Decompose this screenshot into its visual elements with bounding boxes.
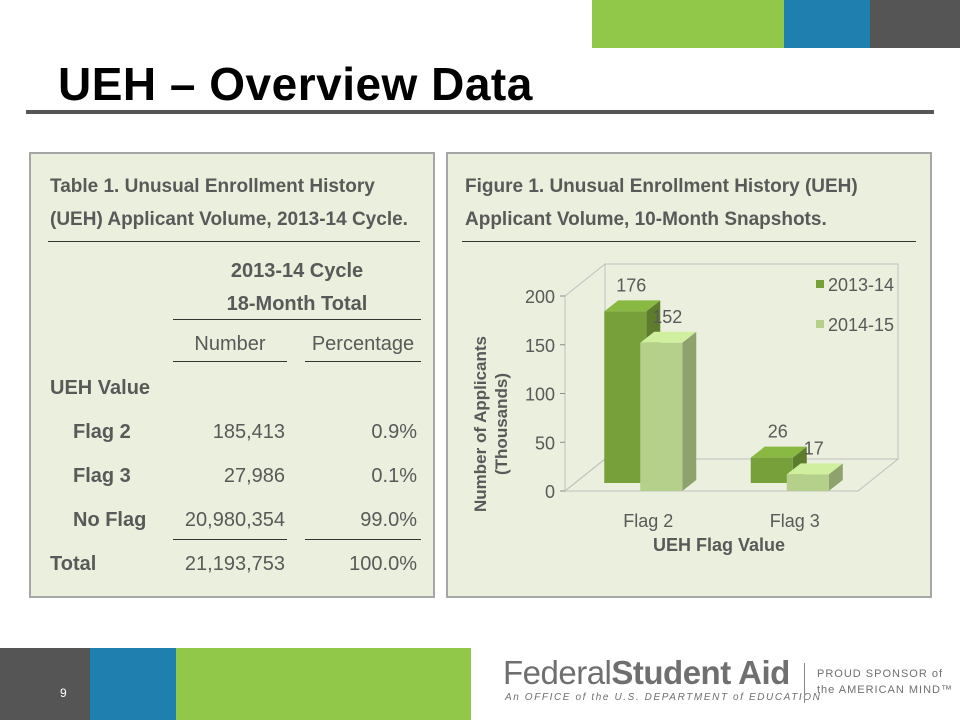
- bar-top: [604, 300, 661, 312]
- chart-floor: [563, 458, 900, 492]
- table-caption-line1: Table 1. Unusual Enrollment History: [50, 176, 375, 197]
- footer-blue-block: [90, 648, 176, 720]
- legend-swatch: [816, 320, 824, 328]
- figure-caption-line1: Figure 1. Unusual Enrollment History (UE…: [465, 176, 858, 197]
- sponsor-line1: PROUD SPONSOR of: [817, 668, 944, 680]
- x-axis-label: UEH Flag Value: [653, 535, 785, 555]
- bar-chart-3d: 0 50 100 150 200 176 152 Flag 2 26 17 Flag 3 2013…: [471, 262, 900, 555]
- y-tick-label: 100: [525, 385, 555, 405]
- title-divider: [26, 110, 934, 114]
- data-label: 176: [616, 275, 646, 295]
- column-header-number: Number: [194, 333, 266, 355]
- footer-gray-block: [0, 648, 90, 720]
- row-label: Flag 2: [73, 421, 131, 443]
- slide-title: UEH – Overview Data: [58, 58, 533, 110]
- group-header-line2: 18-Month Total: [226, 293, 368, 315]
- figure-panel: Figure 1. Unusual Enrollment History (UE…: [446, 152, 932, 598]
- x-tick-label: Flag 3: [770, 511, 820, 531]
- bar-side: [828, 463, 843, 491]
- row-percentage: 0.9%: [371, 421, 417, 443]
- top-green-block: [592, 0, 784, 48]
- y-axis-label-line1: Number of Applicants: [471, 336, 490, 512]
- page-number: 9: [60, 686, 67, 700]
- data-label: 152: [652, 307, 682, 327]
- group-header-rule: [173, 319, 421, 320]
- top-gray-block: [870, 0, 960, 48]
- data-label: 17: [804, 438, 824, 458]
- row-number: 185,413: [212, 421, 285, 443]
- y-tick-label: 0: [545, 482, 555, 502]
- chart-side-wall: [564, 262, 606, 493]
- sponsor-line2: the AMERICAN MIND™: [817, 684, 953, 696]
- bar-side: [682, 331, 697, 491]
- bar-top: [750, 446, 807, 458]
- brand-logo: FederalStudent Aid: [503, 655, 790, 691]
- figure-caption-line2: Applicant Volume, 10-Month Snapshots.: [465, 209, 827, 230]
- percentage-header-rule: [305, 361, 421, 362]
- group-header-line1: 2013-14 Cycle: [230, 260, 364, 282]
- y-tick-label: 50: [535, 433, 555, 453]
- legend-label: 2014-15: [828, 315, 894, 335]
- row-label: Flag 3: [73, 465, 131, 487]
- number-header-rule: [173, 361, 287, 362]
- section-label: UEH Value: [50, 377, 151, 399]
- row-percentage: 0.1%: [371, 465, 417, 487]
- bar: [604, 311, 647, 483]
- x-tick-label: Flag 2: [623, 511, 673, 531]
- footer-divider: [804, 663, 805, 703]
- row-label: No Flag: [73, 509, 147, 531]
- y-axis-label-line2: (Thousands): [492, 373, 511, 475]
- total-number-rule: [173, 539, 287, 540]
- total-percentage: 100.0%: [349, 553, 417, 575]
- table-caption-line2: (UEH) Applicant Volume, 2013-14 Cycle.: [50, 209, 408, 230]
- y-tick-label: 200: [525, 287, 555, 307]
- bar: [786, 474, 829, 491]
- brand-tagline: An OFFICE of the U.S. DEPARTMENT of EDUC…: [505, 692, 822, 703]
- top-blue-block: [784, 0, 870, 48]
- brand-student-aid: Student Aid: [611, 654, 790, 691]
- bar-top: [786, 463, 843, 475]
- bar-top: [640, 331, 697, 343]
- row-number: 20,980,354: [184, 509, 285, 531]
- table-caption-rule: [48, 241, 420, 242]
- brand-federal: Federal: [503, 654, 612, 691]
- bar: [750, 457, 793, 483]
- total-number: 21,193,753: [184, 553, 285, 575]
- row-percentage: 99.0%: [360, 509, 417, 531]
- bar: [640, 342, 683, 491]
- row-number: 27,986: [223, 465, 285, 487]
- data-label: 26: [768, 422, 788, 442]
- total-percentage-rule: [305, 539, 421, 540]
- column-header-percentage: Percentage: [311, 333, 415, 355]
- footer-green-block: [176, 648, 471, 720]
- y-tick-label: 150: [525, 336, 555, 356]
- legend-label: 2013-14: [828, 275, 894, 295]
- figure-caption-rule: [462, 241, 916, 242]
- total-label: Total: [50, 553, 97, 575]
- legend-swatch: [816, 280, 824, 288]
- table-panel: Table 1. Unusual Enrollment History (UEH…: [29, 152, 435, 598]
